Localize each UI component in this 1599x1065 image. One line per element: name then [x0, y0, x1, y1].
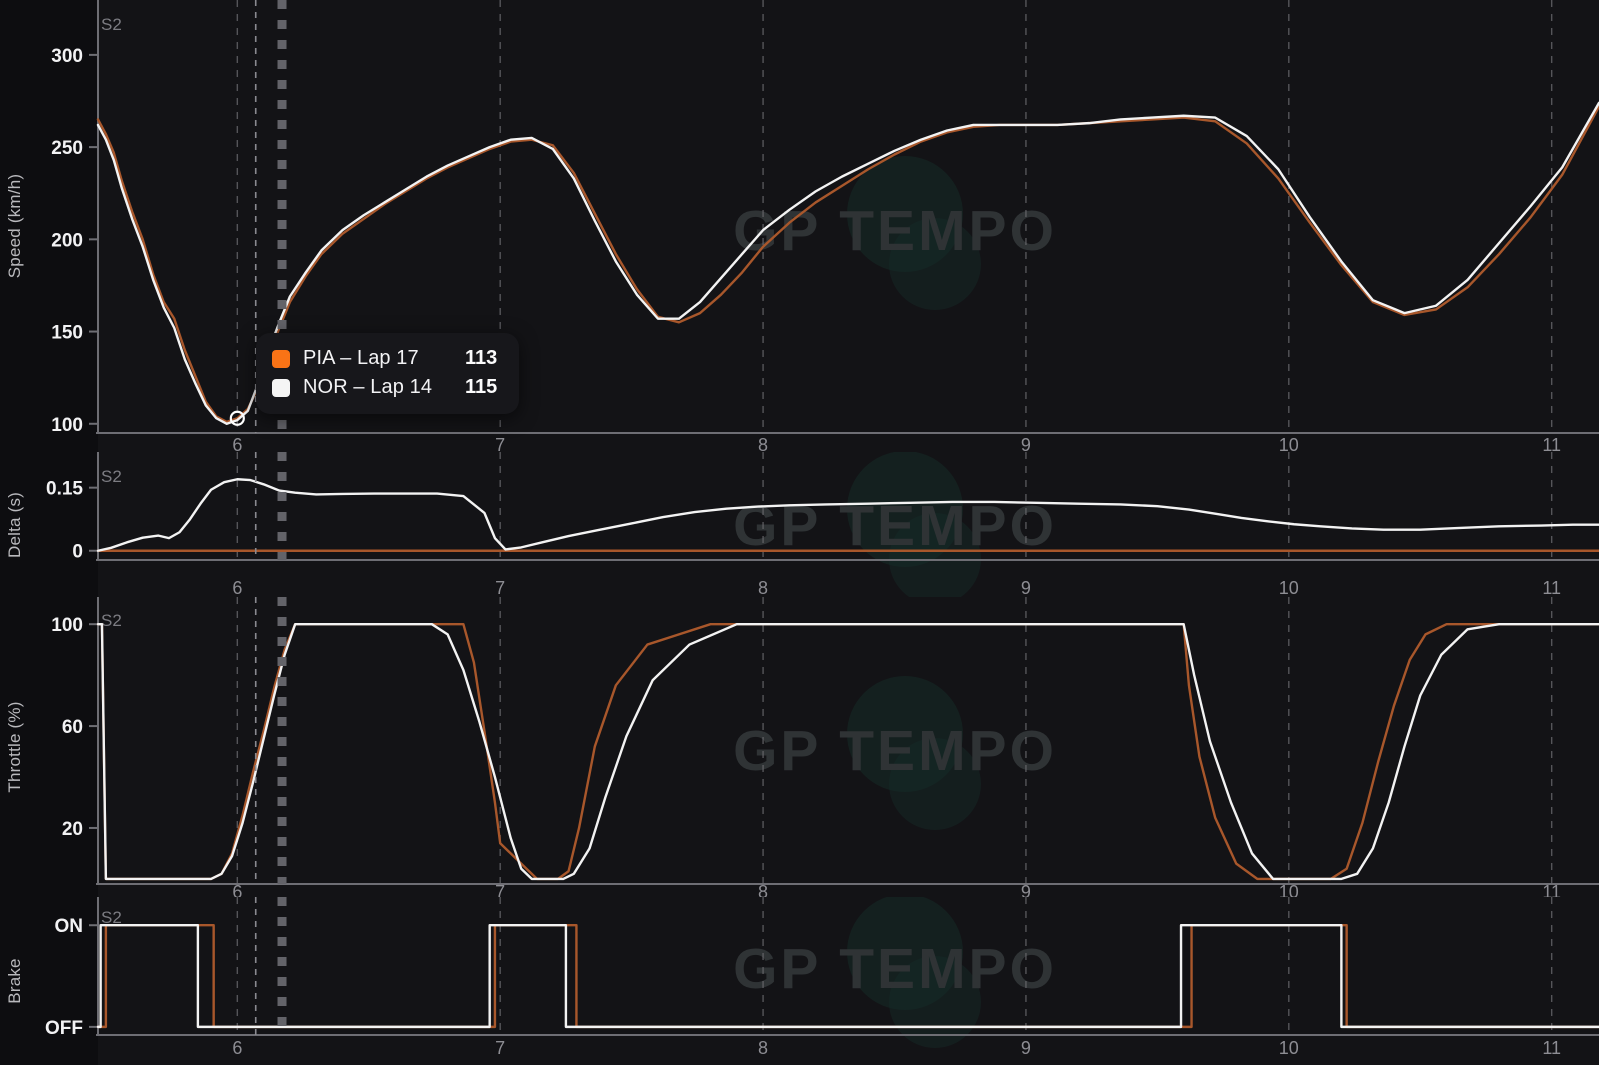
- sector-marker-label: S2: [101, 611, 122, 630]
- series-line-2: [96, 622, 1599, 881]
- sector-marker-label: S2: [101, 908, 122, 927]
- y-tick-label: 100: [51, 615, 83, 636]
- series-line-2: [96, 101, 1599, 425]
- x-tick-label: 11: [1542, 882, 1561, 897]
- legend-row-driver-2: NOR – Lap 14 115: [272, 373, 497, 402]
- y-tick-label: 150: [51, 323, 83, 344]
- svg-text:GP TEMPO: GP TEMPO: [733, 719, 1057, 783]
- x-tick-label: 11: [1542, 1038, 1561, 1058]
- cursor-point-marker: [229, 410, 245, 426]
- brake-axis-label: Brake: [5, 958, 24, 1004]
- y-tick-label: OFF: [45, 1018, 83, 1039]
- series-line-2: [96, 478, 1599, 552]
- brake-chart[interactable]: GP TEMPO ON OFF 6 7 8 9 10 11 S2: [0, 897, 1599, 1065]
- speed-chart[interactable]: GP TEMPO 100 150 200 250 300 6 7 8 9 10 11 S2: [0, 0, 1599, 452]
- legend-label-driver-2: NOR – Lap 14: [303, 376, 433, 398]
- y-tick-label: 200: [51, 230, 83, 251]
- legend-value-driver-1: 113: [465, 347, 498, 369]
- series-line-1: [96, 105, 1599, 424]
- watermark: GP TEMPO: [733, 452, 1054, 597]
- svg-text:GP TEMPO: GP TEMPO: [733, 199, 1057, 263]
- x-tick-label: 9: [1021, 1038, 1031, 1058]
- speed-axis-label: Speed (km/h): [5, 173, 24, 279]
- delta-panel: Delta (s) GP TEMPO 0 0.15 6 7 8 9 10 11 S2: [0, 452, 1599, 597]
- sector-marker-label: S2: [101, 467, 122, 486]
- x-tick-label: 9: [1021, 578, 1031, 597]
- x-tick-label: 6: [232, 1038, 242, 1058]
- svg-text:GP TEMPO: GP TEMPO: [733, 937, 1057, 1001]
- y-tick-label: 20: [62, 819, 83, 840]
- x-tick-label: 10: [1279, 578, 1299, 597]
- throttle-panel: Throttle (%) GP TEMPO 20 60 100 6 7 8 9 10 11 S2: [0, 597, 1599, 897]
- watermark: GP TEMPO: [733, 676, 1057, 830]
- x-tick-label: 7: [495, 882, 505, 897]
- y-tick-label: ON: [55, 916, 84, 937]
- legend-row-driver-1: PIA – Lap 17 113: [272, 344, 497, 373]
- x-tick-label: 9: [1021, 882, 1031, 897]
- legend-label-driver-1: PIA – Lap 17: [303, 347, 419, 369]
- speed-panel: Speed (km/h) GP TEMPO 100 150 200 250 300 6 7 8 9…: [0, 0, 1599, 452]
- sector-marker-label: S2: [101, 15, 122, 34]
- delta-chart[interactable]: GP TEMPO 0 0.15 6 7 8 9 10 11 S2: [0, 452, 1599, 597]
- x-tick-label: 7: [495, 578, 505, 597]
- y-tick-label: 0.15: [46, 479, 83, 500]
- y-tick-label: 100: [51, 415, 83, 436]
- x-tick-label: 8: [758, 578, 768, 597]
- x-tick-label: 7: [495, 1038, 505, 1058]
- x-tick-label: 7: [495, 435, 505, 452]
- x-tick-label: 11: [1542, 578, 1561, 597]
- throttle-axis-label: Throttle (%): [5, 701, 24, 793]
- legend-swatch-driver-2: [272, 378, 290, 397]
- x-tick-label: 8: [758, 435, 768, 452]
- delta-axis-label: Delta (s): [5, 491, 24, 558]
- legend-swatch-driver-1: [272, 349, 290, 368]
- legend-value-driver-2: 115: [465, 376, 498, 398]
- x-tick-label: 10: [1279, 435, 1299, 452]
- series-line-2: [96, 924, 1599, 1029]
- brake-panel: Brake GP TEMPO ON OFF 6 7 8 9 10 11 S2: [0, 897, 1599, 1065]
- y-tick-label: 60: [62, 717, 83, 738]
- watermark: GP TEMPO: [733, 156, 1057, 310]
- y-tick-label: 300: [51, 46, 83, 67]
- x-tick-label: 6: [232, 435, 242, 452]
- throttle-chart[interactable]: GP TEMPO 20 60 100 6 7 8 9 10 11 S2: [0, 597, 1599, 897]
- x-tick-label: 10: [1279, 882, 1299, 897]
- x-tick-label: 11: [1542, 435, 1561, 452]
- x-tick-label: 10: [1279, 1038, 1299, 1058]
- telemetry-tooltip: PIA – Lap 17 113 NOR – Lap 14 115: [256, 333, 520, 414]
- y-tick-label: 0: [72, 542, 83, 563]
- x-tick-label: 9: [1021, 435, 1031, 452]
- x-tick-label: 8: [758, 1038, 768, 1058]
- y-tick-label: 250: [51, 138, 83, 159]
- x-tick-label: 6: [232, 578, 242, 597]
- x-tick-label: 6: [232, 882, 242, 897]
- x-tick-label: 8: [758, 882, 768, 897]
- watermark: GP TEMPO: [733, 897, 1057, 1048]
